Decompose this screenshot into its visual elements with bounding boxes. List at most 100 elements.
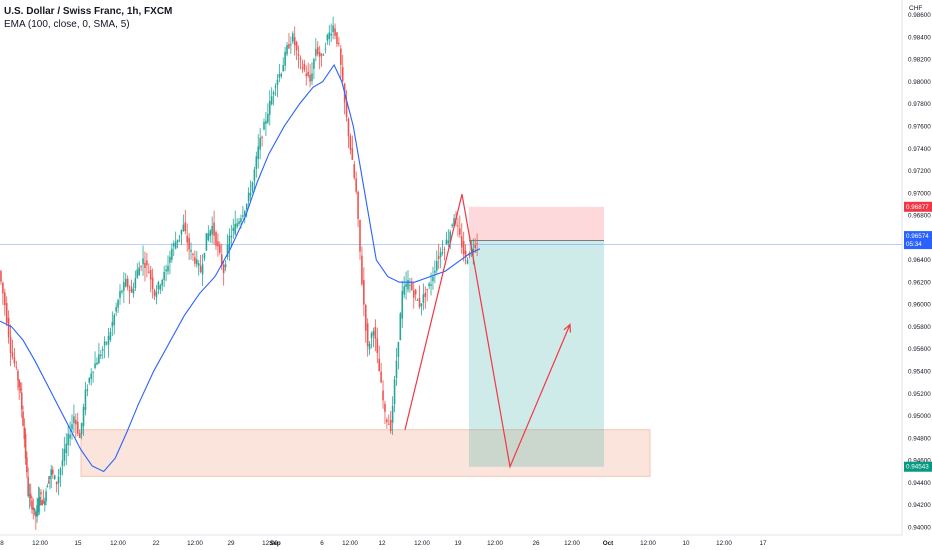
candle-body: [403, 286, 405, 295]
candle-body: [472, 249, 475, 253]
y-tick-label: 0.96400: [908, 257, 931, 264]
candle-body: [292, 33, 294, 42]
target-price-tag: 0.94543: [906, 464, 929, 471]
candle-body: [412, 290, 415, 298]
candle-body: [272, 92, 275, 95]
candle-body: [242, 215, 244, 217]
candle-body: [409, 285, 411, 286]
candle-body: [35, 511, 37, 517]
candle-body: [318, 52, 321, 57]
y-tick-label: 0.96000: [908, 302, 931, 309]
candle-body: [76, 421, 79, 434]
candle-body: [418, 297, 421, 307]
candle-body: [205, 233, 208, 251]
candle-body: [80, 423, 83, 435]
x-tick-label: 12:00: [262, 540, 278, 547]
candle-body: [111, 321, 114, 327]
candle-body: [295, 41, 298, 51]
candle-body: [366, 323, 369, 347]
candle-body: [399, 313, 402, 341]
candle-body: [355, 178, 357, 192]
candle-body: [32, 507, 35, 510]
candle-body: [15, 366, 18, 368]
candle-body: [61, 460, 64, 467]
candle-body: [320, 53, 323, 56]
candle-body: [274, 86, 277, 88]
candle-body: [474, 244, 476, 249]
candle-body: [119, 291, 121, 298]
y-tick-label: 0.98000: [908, 79, 931, 86]
candle-body: [128, 289, 131, 291]
candle-body: [63, 448, 66, 461]
candle-body: [230, 235, 233, 238]
candle-body: [284, 51, 286, 66]
candle-body: [432, 277, 434, 282]
stop-price-tag-bg: [904, 201, 932, 212]
candle-body: [324, 48, 327, 50]
candle-body: [236, 223, 238, 227]
candle-body: [96, 362, 98, 365]
candle-body: [46, 485, 49, 488]
candle-body: [388, 423, 390, 425]
take-profit-area: [469, 240, 604, 467]
candle-body: [305, 73, 308, 77]
x-tick-label: 12:00: [110, 540, 126, 547]
candle-body: [370, 333, 373, 339]
candle-body: [171, 248, 173, 260]
candle-body: [228, 235, 231, 251]
candle-body: [257, 146, 260, 160]
candle-body: [55, 481, 58, 485]
last-price-tag: 0.96574: [906, 233, 929, 240]
candle-body: [84, 389, 87, 411]
candle-body: [182, 224, 185, 231]
candle-body: [380, 371, 382, 383]
candle-body: [364, 305, 367, 331]
candle-body: [372, 331, 375, 336]
candle-body: [280, 73, 283, 77]
y-tick-label: 0.97600: [908, 123, 931, 130]
candle-body: [278, 74, 281, 78]
candle-body: [69, 434, 71, 439]
candle-body: [126, 278, 129, 288]
candle-body: [207, 233, 210, 241]
candle-body: [7, 317, 10, 338]
x-tick-label: 12:00: [32, 540, 48, 547]
candle-body: [13, 357, 16, 364]
candle-body: [447, 240, 450, 244]
x-tick-label: Sep: [269, 540, 281, 547]
candle-body: [197, 263, 200, 266]
y-tick-label: 0.97200: [908, 168, 931, 175]
candle-body: [267, 113, 269, 123]
candle-body: [101, 349, 104, 351]
candle-body: [149, 269, 152, 280]
candle-body: [194, 257, 196, 264]
y-tick-label: 0.95400: [908, 368, 931, 375]
candle-body: [263, 121, 265, 130]
candle-body: [401, 290, 404, 319]
candle-body: [311, 73, 313, 82]
last-price-tag-bg: [904, 231, 932, 250]
y-tick-label: 0.94800: [908, 435, 931, 442]
candle-body: [169, 256, 171, 263]
candle-body: [316, 47, 319, 55]
candle-body: [29, 493, 32, 499]
candle-body: [20, 392, 23, 410]
stop-loss-area: [469, 206, 604, 241]
candle-body: [136, 269, 139, 278]
candle-body: [476, 242, 478, 244]
candle-body: [384, 403, 386, 412]
candle-body: [374, 326, 377, 339]
x-tick-label: 29: [227, 540, 235, 547]
target-price-tag-bg: [904, 461, 932, 472]
candle-body: [165, 269, 167, 272]
candle-body: [188, 238, 190, 250]
candle-body: [436, 260, 438, 271]
y-tick-label: 0.94400: [908, 480, 931, 487]
candle-body: [157, 281, 160, 290]
candle-body: [45, 491, 47, 502]
candle-body: [464, 250, 467, 258]
candle-body: [322, 54, 325, 56]
projection-arrowhead: [563, 323, 572, 333]
candle-body: [215, 232, 217, 246]
